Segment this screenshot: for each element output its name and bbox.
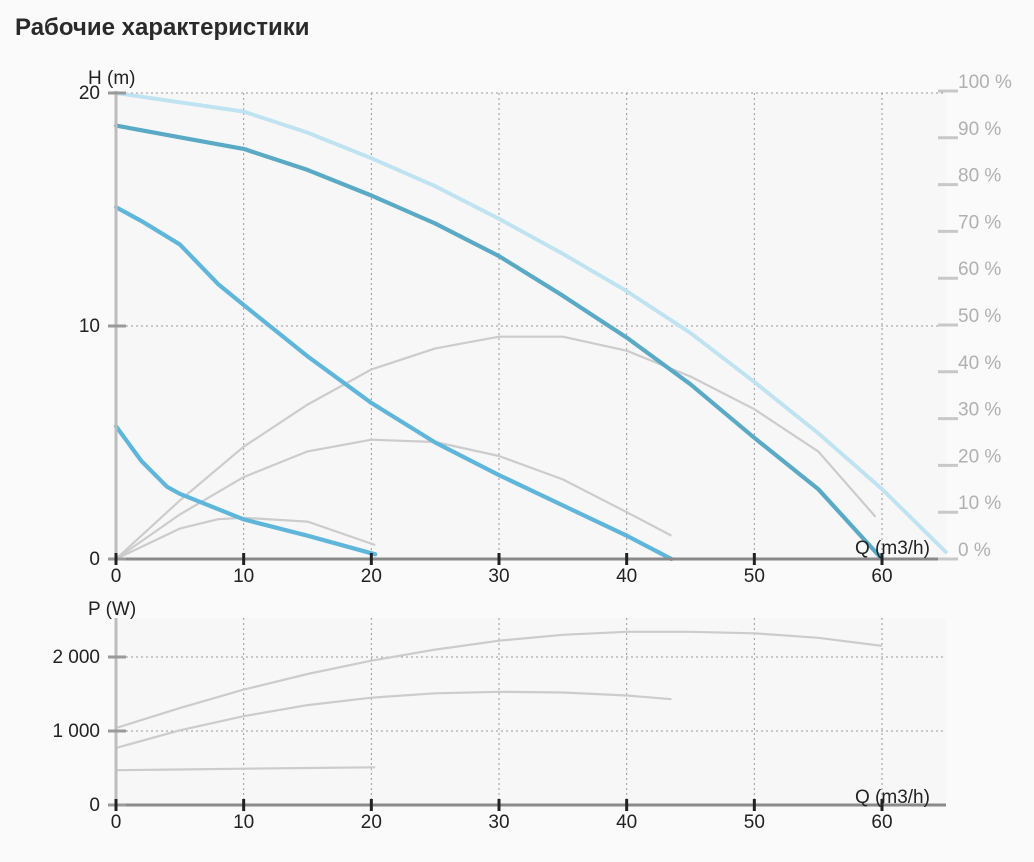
x-axis-title: Q (m3/h) [855,787,930,808]
head-chart-axes: 0 10 20 0 10 20 30 40 50 60 H (m) Q (m3/h) 0 % 10 % 20… [79,68,1012,587]
head-curve-2 [113,123,885,562]
power-curve-2 [115,690,672,750]
y-tick-label: 0 [89,549,100,570]
page-title: Рабочие характеристики [15,14,310,41]
x-tick-label: 60 [871,566,892,587]
x-tick-label: 0 [111,812,122,833]
y-tick-label: 20 [79,83,100,104]
right-tick-label: 50 % [958,306,1001,327]
y-tick-label: 0 [89,795,100,816]
power-curve-1 [115,630,883,730]
y-tick-label: 10 [79,316,100,337]
right-tick-label: 10 % [958,493,1001,514]
x-tick-label: 50 [744,812,765,833]
efficiency-curve-2 [115,438,672,560]
right-tick-label: 70 % [958,212,1001,233]
x-tick-label: 0 [111,566,122,587]
right-tick-label: 80 % [958,166,1001,187]
y-tick-label: 2 000 [52,647,100,668]
x-tick-label: 20 [361,566,382,587]
y-axis-title: H (m) [88,68,135,89]
head-curves [113,91,948,562]
y-tick-label: 1 000 [52,721,100,742]
x-tick-label: 60 [871,812,892,833]
x-tick-label: 30 [488,566,509,587]
x-tick-label: 40 [616,566,637,587]
x-tick-label: 50 [744,566,765,587]
head-curve-3 [113,205,674,562]
x-tick-label: 10 [233,566,254,587]
head-curve-1 [114,91,948,554]
right-tick-label: 30 % [958,400,1001,421]
y-axis-title: P (W) [88,599,136,620]
efficiency-curve-1 [115,335,877,560]
x-tick-label: 30 [488,812,509,833]
right-tick-label: 0 % [958,540,991,561]
power-plot-area [116,618,946,805]
x-tick-label: 10 [233,812,254,833]
x-axis-title: Q (m3/h) [855,538,930,559]
right-tick-label: 40 % [958,353,1001,374]
power-curves [115,630,883,772]
right-tick-label: 20 % [958,446,1001,467]
efficiency-curves [115,335,877,560]
x-tick-label: 40 [616,812,637,833]
power-chart-grid [116,618,946,805]
power-chart-axes: 0 1 000 2 000 0 10 20 30 40 50 60 P (W) Q (m3/h) [52,599,946,833]
x-tick-label: 20 [361,812,382,833]
right-tick-label: 60 % [958,259,1001,280]
head-curve-4 [113,424,378,557]
efficiency-curve-3 [115,516,376,560]
power-curve-3 [115,766,376,772]
right-tick-label: 90 % [958,119,1001,140]
right-tick-label: 100 % [958,72,1012,93]
